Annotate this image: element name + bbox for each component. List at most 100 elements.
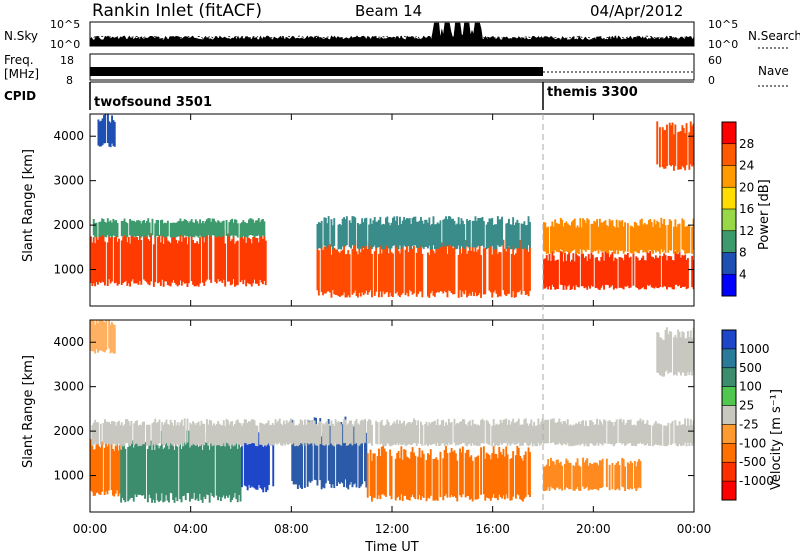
power-cell <box>557 259 559 289</box>
velocity-data <box>90 320 695 503</box>
velocity-cell <box>319 418 322 481</box>
power-cell <box>433 224 436 250</box>
velocity-cell <box>123 424 126 446</box>
power-cell <box>421 220 424 248</box>
power-cell <box>496 216 499 245</box>
colorbar-swatch <box>722 405 736 425</box>
velocity-cell <box>536 425 538 447</box>
power-cell <box>411 217 414 246</box>
velocity-cell <box>282 420 285 444</box>
velocity-cell <box>457 423 460 446</box>
power-cell <box>396 216 399 246</box>
power-cell <box>203 242 206 286</box>
velocity-cell <box>459 421 461 445</box>
velocity-cell <box>252 437 255 488</box>
power-cell <box>393 216 396 246</box>
power-cell <box>147 218 150 235</box>
velocity-cell <box>296 425 299 447</box>
velocity-cell <box>365 432 368 488</box>
power-cell <box>126 223 129 238</box>
power-cell <box>435 224 438 250</box>
power-cell <box>499 219 502 247</box>
velocity-cell <box>108 320 111 349</box>
velocity-cell <box>369 420 372 444</box>
velocity-cell <box>482 420 485 444</box>
power-cell <box>113 237 116 284</box>
power-cell <box>410 242 413 292</box>
velocity-cell <box>211 436 214 496</box>
velocity-cell <box>92 422 95 445</box>
velocity-cell <box>433 458 436 501</box>
power-cell <box>399 253 401 298</box>
power-cell <box>450 245 453 293</box>
velocity-cell <box>243 419 246 443</box>
velocity-cell <box>105 421 108 445</box>
power-cell <box>137 240 140 285</box>
power-cell <box>108 221 111 237</box>
velocity-cell <box>248 432 250 485</box>
velocity-cell <box>106 446 109 495</box>
velocity-cell <box>503 419 506 444</box>
velocity-cell <box>366 421 369 444</box>
power-cell <box>638 225 640 254</box>
velocity-cell <box>359 430 362 487</box>
y-tick-label: 4000 <box>53 129 84 143</box>
velocity-cell <box>92 320 95 352</box>
power-cell <box>172 230 175 281</box>
velocity-cell <box>663 339 666 377</box>
velocity-cell <box>522 460 524 502</box>
power-cell <box>222 220 225 237</box>
power-cell <box>614 257 617 288</box>
velocity-cell <box>231 421 234 444</box>
power-cell <box>466 219 468 247</box>
power-cell <box>196 221 199 237</box>
velocity-cell <box>565 458 568 488</box>
power-cell <box>109 237 112 284</box>
velocity-cell <box>638 420 640 444</box>
power-cell <box>200 223 203 238</box>
power-cell <box>215 222 218 238</box>
power-cell <box>578 227 580 255</box>
power-cell <box>203 223 206 238</box>
power-cell <box>464 240 467 291</box>
velocity-cell <box>115 425 118 447</box>
velocity-cell <box>605 458 608 488</box>
power-cell <box>526 248 529 295</box>
velocity-cell <box>403 420 406 444</box>
power-cell <box>365 217 368 246</box>
velocity-cell <box>162 449 165 503</box>
velocity-cell <box>127 447 130 502</box>
velocity-cell <box>489 459 492 501</box>
power-cell <box>201 235 204 283</box>
power-cell <box>603 221 605 252</box>
colorbar-swatch <box>722 443 736 463</box>
velocity-cell <box>313 420 316 444</box>
velocity-cell <box>608 464 611 491</box>
power-cell <box>618 220 621 251</box>
power-cell <box>680 131 682 170</box>
velocity-cell <box>624 425 626 446</box>
power-cell <box>152 244 155 287</box>
colorbar-tick-label: 24 <box>739 159 754 173</box>
power-cell <box>646 251 649 286</box>
velocity-cell <box>208 449 211 503</box>
velocity-cell <box>557 421 559 445</box>
velocity-cell <box>418 447 421 496</box>
power-cell <box>524 225 527 250</box>
power-cell <box>260 219 263 236</box>
velocity-cell <box>494 425 496 446</box>
velocity-cell <box>345 424 348 446</box>
velocity-cell <box>512 418 515 443</box>
power-cell <box>640 218 643 250</box>
velocity-cell <box>551 418 554 443</box>
velocity-cell <box>269 425 271 446</box>
colorbar-swatch <box>722 274 736 297</box>
power-cell <box>663 130 666 169</box>
power-cell <box>104 221 106 237</box>
velocity-cell <box>639 460 642 489</box>
velocity-cell <box>688 337 691 376</box>
velocity-cell <box>232 425 235 447</box>
velocity-cell <box>498 447 501 495</box>
power-cell <box>439 241 442 292</box>
power-cell <box>666 260 668 290</box>
